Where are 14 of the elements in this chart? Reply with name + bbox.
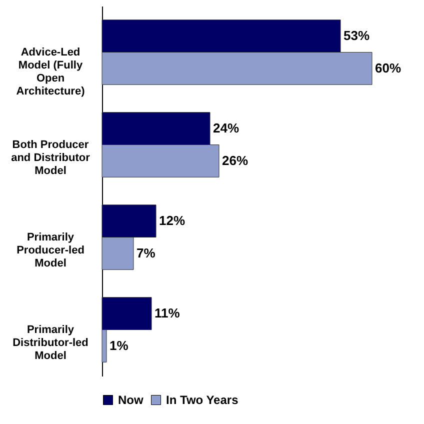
legend-label: Now [118, 393, 144, 407]
y-tick-label: Both Producer and Distributor Model [11, 138, 91, 177]
data-label: 53% [344, 28, 370, 44]
y-tick-label: Primarily Distributor-led Model [12, 324, 88, 362]
y-tick-label: Advice-Led Model (Fully Open Architecture) [16, 46, 86, 98]
data-label: 26% [222, 152, 248, 168]
data-label: 11% [154, 306, 180, 321]
data-label: 12% [159, 213, 186, 228]
legend-label: In Two Years [166, 393, 239, 407]
y-tick-label: Primarily Producer-led Model [16, 231, 84, 270]
data-label: 1% [110, 338, 129, 353]
data-label: 7% [136, 245, 156, 260]
data-label: 24% [213, 120, 240, 136]
data-label: 60% [375, 60, 402, 76]
